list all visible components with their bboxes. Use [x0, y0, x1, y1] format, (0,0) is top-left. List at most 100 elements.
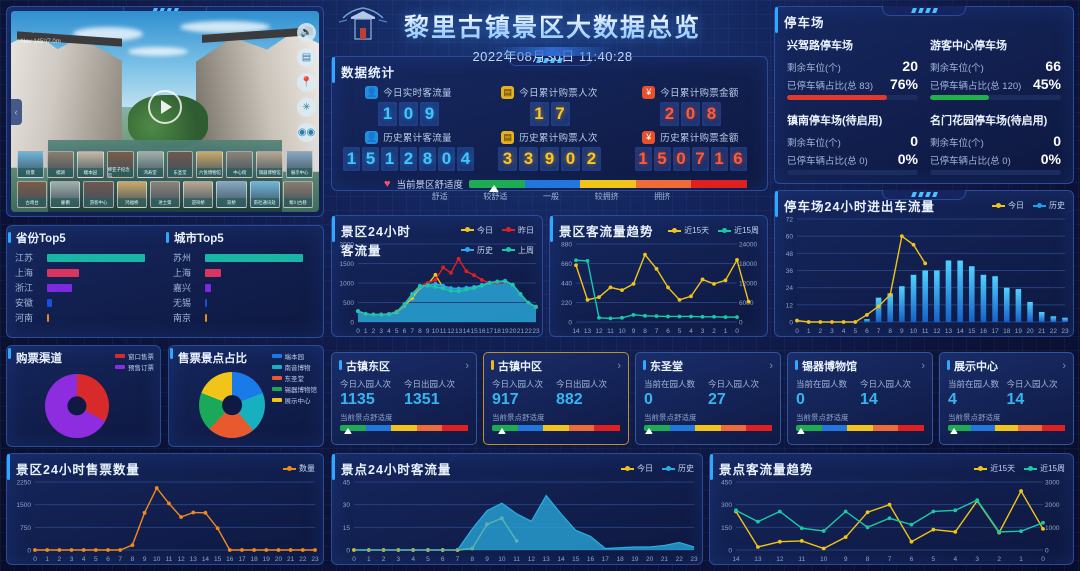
- legend-item[interactable]: 数量: [283, 463, 315, 474]
- panel-title: 停车场24小时进出车流量: [784, 200, 935, 214]
- svg-text:9: 9: [485, 556, 489, 563]
- chart-legend[interactable]: 近15天 近15周: [668, 220, 759, 236]
- thumbnail-item[interactable]: 鸿福桥: [116, 181, 147, 208]
- spot-card[interactable]: 古镇中区 › 今日入园人次 917 今日出园人次 882 当前景点舒适度: [483, 352, 629, 445]
- legend-item[interactable]: 历史: [1033, 200, 1065, 211]
- legend-item[interactable]: 锡器博物馆: [271, 384, 317, 394]
- legend-item[interactable]: 东圣堂: [271, 373, 318, 383]
- thumbnail-item[interactable]: 廊棚: [50, 181, 81, 208]
- legend-item[interactable]: 历史: [662, 463, 694, 474]
- thumbnail-label: 中心街: [227, 168, 253, 177]
- metric-value: 1351: [404, 391, 440, 408]
- metric-label: 今日入园人次: [708, 379, 760, 389]
- thumbnail-item[interactable]: 展示中心: [286, 151, 314, 178]
- thumbnail-item[interactable]: 东圣堂: [166, 151, 194, 178]
- chart-plot: 0 150 300 450 0 1000 2000 3000 14 13 12 11 10 9 8 7 6 5 4 3…: [710, 476, 1073, 564]
- svg-text:3: 3: [397, 556, 401, 563]
- chart-legend: 窗口售票 预售订票: [115, 346, 160, 372]
- chevron-left-icon[interactable]: ‹: [11, 98, 22, 125]
- panorama-tool-icons[interactable]: 🔊 ▤ 📍 ✳ ◉◉: [297, 23, 316, 142]
- svg-text:2: 2: [382, 556, 386, 563]
- thumbnail-item[interactable]: 进士第: [149, 181, 181, 208]
- parking-panel: 停车场 兴驾路停车场 剩余车位(个) 20 已停车辆占比(总 83) 76% 游客中心停车…: [774, 6, 1074, 184]
- thumbnail-item[interactable]: 街景: [17, 151, 44, 178]
- thumbnail-row[interactable]: 古戏台 廊棚 游客中心 鸿福桥 进士第 迎祥桥 双桥 南社通讯处 黎川古巷: [17, 181, 313, 208]
- spot-flow-trend-panel: 景点客流量趋势 近15天 近15周 0 150 300 450 0 1000 2000 3000…: [709, 453, 1074, 565]
- svg-text:23: 23: [311, 556, 319, 563]
- chevron-right-icon[interactable]: ›: [921, 360, 925, 372]
- svg-text:11: 11: [513, 556, 520, 563]
- thumbnail-item[interactable]: 柳亚子纪念馆: [106, 151, 134, 178]
- metric-value: 14: [860, 391, 878, 408]
- panel-title: 景区客流量趋势: [559, 225, 654, 239]
- spot-card[interactable]: 古镇东区 › 今日入园人次 1135 今日出园人次 1351 当前景点舒适度: [331, 352, 477, 445]
- legend-label: 近15天: [990, 464, 1016, 473]
- thumbnail-item[interactable]: 鸿寿堂: [136, 151, 164, 178]
- thumbnail-row[interactable]: 街景 禊湖 端本园 柳亚子纪念馆 鸿寿堂 东圣堂 六悦博物馆 中心街 锡器博物馆 展示中心: [17, 151, 314, 178]
- province-top5: 省份Top5 江苏 上海 浙江 安徽 河南: [7, 226, 165, 337]
- svg-text:21: 21: [661, 556, 669, 563]
- thumbnail-item[interactable]: 端本园: [76, 151, 104, 178]
- top5-row: 浙江: [7, 280, 157, 295]
- legend-label: 端本园: [284, 354, 305, 361]
- location-pin-icon[interactable]: 📍: [297, 73, 316, 92]
- chart-legend[interactable]: 今日 历史: [992, 195, 1065, 211]
- thumbnail-item[interactable]: 黎川古巷: [282, 181, 313, 208]
- chevron-right-icon[interactable]: ›: [1062, 360, 1066, 372]
- svg-text:21: 21: [517, 328, 525, 335]
- scenic-comfort-row: ♥ 当前景区舒适度: [332, 173, 767, 192]
- legend-item[interactable]: 窗口售票: [115, 351, 154, 361]
- legend-item[interactable]: 近15周: [1024, 463, 1065, 474]
- thumbnail-item[interactable]: 禊湖: [46, 151, 74, 178]
- svg-text:30: 30: [343, 502, 351, 509]
- volume-icon[interactable]: 🔊: [297, 23, 316, 42]
- legend-item[interactable]: 历史: [461, 245, 493, 256]
- chart-legend[interactable]: 今日 历史: [621, 458, 694, 474]
- thumbnail-item[interactable]: 锡器博物馆: [256, 151, 284, 178]
- legend-label: 今日: [477, 225, 493, 235]
- list-icon[interactable]: ▤: [297, 48, 316, 67]
- legend-item[interactable]: 近15周: [718, 225, 759, 236]
- thumbnail-item[interactable]: 南社通讯处: [249, 181, 280, 208]
- legend-item[interactable]: 今日: [621, 463, 653, 474]
- chart-legend[interactable]: 数量: [283, 458, 315, 474]
- panorama-viewer-panel[interactable]: Nav 145°/7.0m ‹ 🔊 ▤ 📍 ✳ ◉◉ 街景 禊湖 端本园 柳亚子纪念馆…: [6, 6, 324, 217]
- chevron-right-icon[interactable]: ›: [465, 360, 469, 372]
- thumbnail-item[interactable]: 六悦博物馆: [196, 151, 224, 178]
- thumbnail-item[interactable]: 迎祥桥: [183, 181, 214, 208]
- spot-card[interactable]: 锡器博物馆 › 当前在园人数 0 今日入园人次 14 当前景点舒适度: [787, 352, 933, 445]
- svg-text:4: 4: [689, 328, 693, 335]
- legend-item[interactable]: 端本园: [271, 351, 318, 361]
- legend-item[interactable]: 南音博物: [271, 362, 318, 372]
- top5-row: 苏州: [165, 250, 315, 265]
- legend-item[interactable]: 上周: [502, 245, 534, 256]
- chart-legend[interactable]: 近15天 近15周: [974, 458, 1065, 474]
- chevron-right-icon[interactable]: ›: [617, 360, 621, 372]
- panorama-image[interactable]: Nav 145°/7.0m ‹ 🔊 ▤ 📍 ✳ ◉◉ 街景 禊湖 端本园 柳亚子纪念馆…: [11, 11, 319, 212]
- vr-goggles-icon[interactable]: ◉◉: [297, 123, 316, 142]
- thumbnail-item[interactable]: 中心街: [226, 151, 254, 178]
- occupancy-label: 已停车辆占比(总 0): [787, 156, 868, 167]
- play-icon[interactable]: [148, 90, 182, 125]
- spot-card[interactable]: 展示中心 › 当前在园人数 4 今日入园人次 14 当前景点舒适度: [939, 352, 1074, 445]
- legend-item[interactable]: 今日: [461, 225, 493, 236]
- legend-item[interactable]: 预售订票: [115, 362, 154, 372]
- legend-item[interactable]: 近15天: [974, 463, 1015, 474]
- svg-text:18: 18: [251, 556, 259, 563]
- thumbnail-item[interactable]: 古戏台: [17, 181, 48, 208]
- svg-text:0: 0: [735, 328, 739, 335]
- thumbnail-item[interactable]: 双桥: [216, 181, 247, 208]
- legend-item[interactable]: 展示中心: [271, 395, 318, 405]
- panorama-thumbnail-strip[interactable]: 街景 禊湖 端本园 柳亚子纪念馆 鸿寿堂 东圣堂 六悦博物馆 中心街 锡器博物馆 展示中心 古戏台…: [17, 151, 314, 208]
- thumbnail-item[interactable]: 游客中心: [83, 181, 114, 208]
- spot-comfort-gauge: [340, 425, 468, 434]
- compass-icon[interactable]: ✳: [297, 98, 316, 117]
- svg-text:0: 0: [568, 320, 572, 327]
- legend-item[interactable]: 昨日: [502, 225, 534, 236]
- spot-card[interactable]: 东圣堂 › 当前在园人数 0 今日入园人次 27 当前景点舒适度: [635, 352, 781, 445]
- chevron-right-icon[interactable]: ›: [769, 360, 773, 372]
- legend-item[interactable]: 今日: [992, 200, 1024, 211]
- legend-item[interactable]: 近15天: [668, 225, 709, 236]
- chart-legend[interactable]: 今日 昨日 历史 上周: [421, 220, 534, 256]
- svg-text:450: 450: [721, 480, 732, 487]
